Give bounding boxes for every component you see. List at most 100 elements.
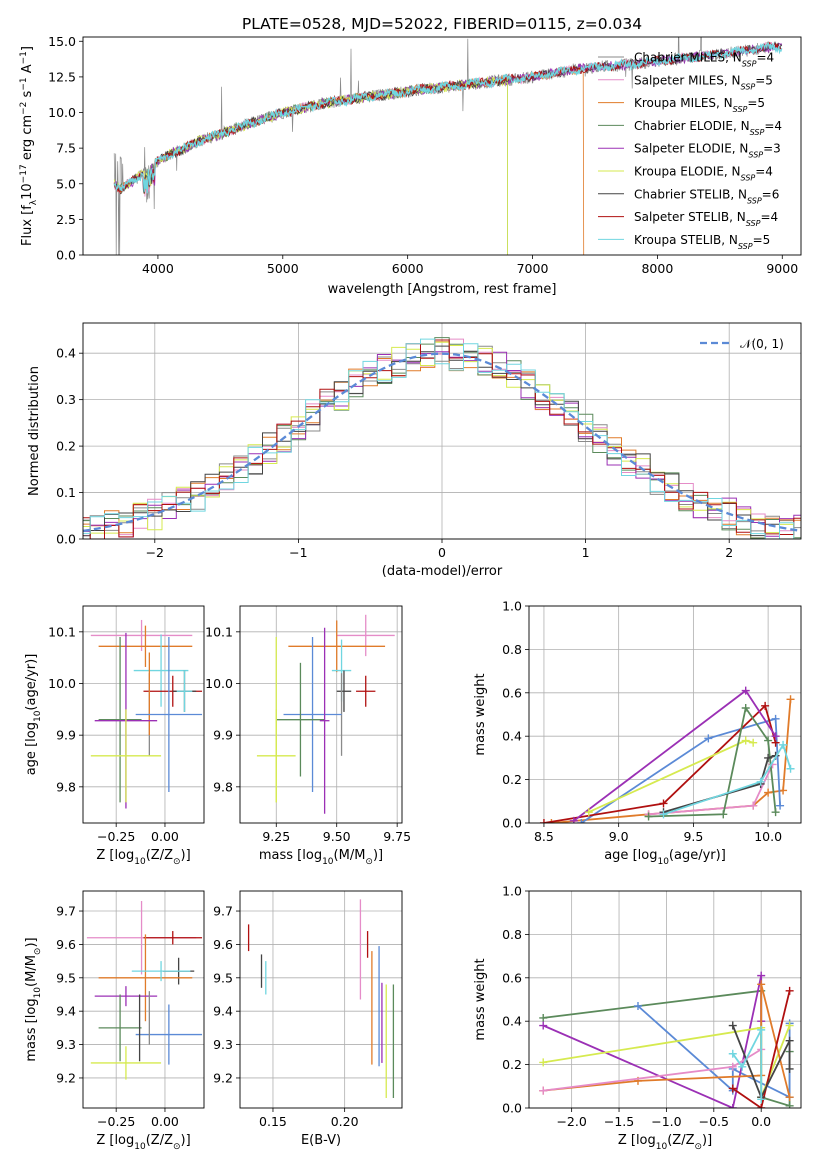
age_vs_mass-ytick-label: 9.8 [213, 779, 233, 794]
legend-label-chabrier-stelib: Chabrier STELIB, NSSP=6 [634, 187, 779, 205]
figure-title: PLATE=0528, MJD=52022, FIBERID=0115, z=0… [242, 15, 642, 33]
legend-label-salpeter-miles: Salpeter MILES, NSSP=5 [634, 73, 773, 91]
chart-layer: 4000 5000 6000 7000 8000 90000.02.55.07.510.0… [19, 34, 802, 1152]
mass_vs_ebv-ytick-label: 9.7 [213, 904, 233, 919]
weight_vs_age-ytick-label: 0.2 [502, 772, 522, 787]
weight_vs_age-marker-kroupa-elodie [749, 738, 758, 747]
weight_vs_age-line-kroupa-stelib [663, 742, 792, 816]
weight_vs_Z-marker-salpeter-miles [539, 1086, 548, 1095]
mass_vs_ebv-xtick-label: 0.15 [259, 1114, 287, 1129]
age_vs_Z-frame [82, 605, 205, 824]
age_vs_Z-xtick-label: −0.25 [97, 829, 135, 844]
weight_vs_age-xtick-label: 9.5 [683, 829, 703, 844]
mass_vs_ebv-ytick-label: 9.2 [213, 1070, 233, 1085]
mass_vs_Z-xlabel: Z [log10(Z/Z⊙)] [96, 1133, 190, 1152]
age_vs_mass-plot-area [256, 614, 395, 814]
spectrum-ylabel: Flux [fλ10−17 erg cm−2 s−1 A−1] [19, 46, 39, 246]
residuals-ytick-label: 0.3 [56, 392, 76, 407]
mass_vs_Z-ytick-label: 9.6 [56, 937, 76, 952]
mass_vs_Z-xtick-label: 0.00 [151, 1114, 179, 1129]
weight_vs_age-line-salpeter-stelib [543, 704, 777, 823]
weight_vs_Z-marker-chabrier-stelib [728, 1021, 737, 1030]
weight_vs_age-marker-mass-extra [577, 819, 586, 823]
residuals-ytick-label: 0.0 [56, 532, 76, 547]
mass_vs_ebv-xlabel: E(B-V) [301, 1133, 341, 1148]
age_vs_Z-ytick-label: 9.8 [56, 779, 76, 794]
mass_vs_Z-ytick-label: 9.7 [56, 904, 76, 919]
weight_vs_age-ytick-label: 0.6 [502, 685, 522, 700]
legend-label-salpeter-elodie: Salpeter ELODIE, NSSP=3 [634, 142, 781, 160]
weight_vs_age-marker-salpeter-elodie [771, 732, 780, 741]
weight_vs_age-marker-chabrier-elodie [771, 808, 780, 817]
spectrum-ytick-label: 7.5 [56, 141, 76, 156]
spectrum-xtick-label: 9000 [766, 261, 798, 276]
weight_vs_age-marker-mass-extra [704, 734, 713, 743]
spectrum-model-kroupa-stelib [113, 42, 783, 194]
weight_vs_age-marker-salpeter-miles [749, 801, 758, 810]
mass_vs_ebv-plot-area [247, 899, 395, 1098]
spectrum-plot-area [113, 37, 783, 255]
mass_vs_ebv-axes: 0.15 0.20 9.2 9.3 9.4 9.5 9.6 9.7 E(B-V) [213, 890, 403, 1148]
mass_vs_ebv-frame [239, 890, 403, 1109]
weight_vs_Z-xtick-label: −1.5 [604, 1114, 634, 1129]
weight_vs_Z-ylabel: mass weight [473, 958, 488, 1040]
spectrum-xtick-label: 8000 [641, 261, 673, 276]
mass_vs_Z-ytick-label: 9.2 [56, 1070, 76, 1085]
weight_vs_age-ylabel: mass weight [473, 673, 488, 755]
mass_vs_Z-plot-area [86, 901, 203, 1080]
weight_vs_Z-xtick-label: −0.5 [699, 1114, 729, 1129]
residuals-ytick-label: 0.1 [56, 485, 76, 500]
histogram-kroupa-stelib [83, 338, 801, 539]
weight_vs_age-marker-chabrier-elodie [741, 703, 750, 712]
residuals-xtick-label: 2 [725, 545, 733, 560]
weight_vs_Z-ytick-label: 0.0 [502, 1101, 522, 1116]
weight_vs_age-marker-chabrier-elodie [644, 812, 653, 821]
residuals-xlabel: (data-model)/error [382, 564, 503, 579]
weight_vs_Z-marker-kroupa-stelib [757, 1025, 766, 1034]
residuals-xtick-label: −1 [289, 545, 307, 560]
weight_vs_Z-line-chabrier-stelib [731, 1025, 791, 1100]
weight_vs_Z-ytick-label: 1.0 [502, 884, 522, 899]
legend-label-kroupa-stelib: Kroupa STELIB, NSSP=5 [634, 233, 770, 251]
weight_vs_age-plot-area [539, 686, 795, 823]
spectrum-ytick-label: 15.0 [48, 34, 76, 49]
weight_vs_Z-marker-kroupa-miles [785, 1093, 794, 1102]
age_vs_Z-ylabel: age [log10(age/yr)] [24, 654, 43, 776]
age_vs_mass-ytick-label: 10.1 [205, 624, 233, 639]
weight_vs_Z-ytick-label: 0.4 [502, 1014, 522, 1029]
gaussian-curve [83, 352, 801, 533]
weight_vs_age-marker-kroupa-elodie [741, 736, 750, 745]
age_vs_Z-plot-area [90, 619, 203, 809]
weight_vs_age-marker-kroupa-miles [764, 788, 773, 797]
legend-label-kroupa-miles: Kroupa MILES, NSSP=5 [634, 96, 765, 114]
mass_vs_ebv-xtick-label: 0.20 [331, 1114, 359, 1129]
residuals-plot-area [83, 337, 801, 539]
legend-label-gaussian: 𝒩(0, 1) [740, 337, 784, 351]
mass_vs_Z-xtick-label: −0.25 [97, 1114, 135, 1129]
weight_vs_Z-xtick-label: −2.0 [556, 1114, 586, 1129]
weight_vs_age-ytick-label: 0.0 [502, 816, 522, 831]
weight_vs_age-marker-salpeter-stelib [761, 701, 770, 710]
age_vs_Z-ytick-label: 10.0 [48, 676, 76, 691]
spectrum-ytick-label: 10.0 [48, 105, 76, 120]
weight_vs_age-xtick-label: 9.0 [609, 829, 629, 844]
age_vs_mass-xtick-label: 9.25 [262, 829, 290, 844]
residuals-ytick-label: 0.4 [56, 346, 76, 361]
mass_vs_Z-frame [82, 890, 205, 1109]
weight_vs_age-marker-kroupa-elodie [584, 808, 593, 817]
weight_vs_Z-line-kroupa-stelib [732, 1029, 763, 1100]
weight_vs_Z-line-salpeter-miles [543, 1048, 762, 1092]
age_vs_Z-axes: −0.25 0.00 9.8 9.9 10.0 10.1 Z [log10(Z/Z⊙)] ag… [24, 605, 205, 867]
weight_vs_age-xtick-label: 10.0 [754, 829, 782, 844]
age_vs_mass-xtick-label: 9.75 [383, 829, 411, 844]
weight_vs_Z-axes: −2.0 −1.5 −1.0 −0.5 0.0 0.0 0.2 0.4 0.6 0.8 1.0 Z [… [473, 884, 802, 1152]
age_vs_mass-axes: 9.25 9.50 9.75 9.8 9.9 10.0 10.1 mass [log10(M/… [205, 605, 411, 867]
residuals-xtick-label: 0 [438, 545, 446, 560]
weight_vs_age-xlabel: age [log10(age/yr)] [604, 848, 726, 867]
weight_vs_Z-marker-kroupa-stelib [738, 1062, 747, 1071]
age_vs_mass-ytick-label: 9.9 [213, 728, 233, 743]
weight_vs_Z-xtick-label: −1.0 [651, 1114, 681, 1129]
weight_vs_Z-plot-area [539, 971, 794, 1108]
weight_vs_Z-marker-chabrier-elodie [539, 1013, 548, 1022]
